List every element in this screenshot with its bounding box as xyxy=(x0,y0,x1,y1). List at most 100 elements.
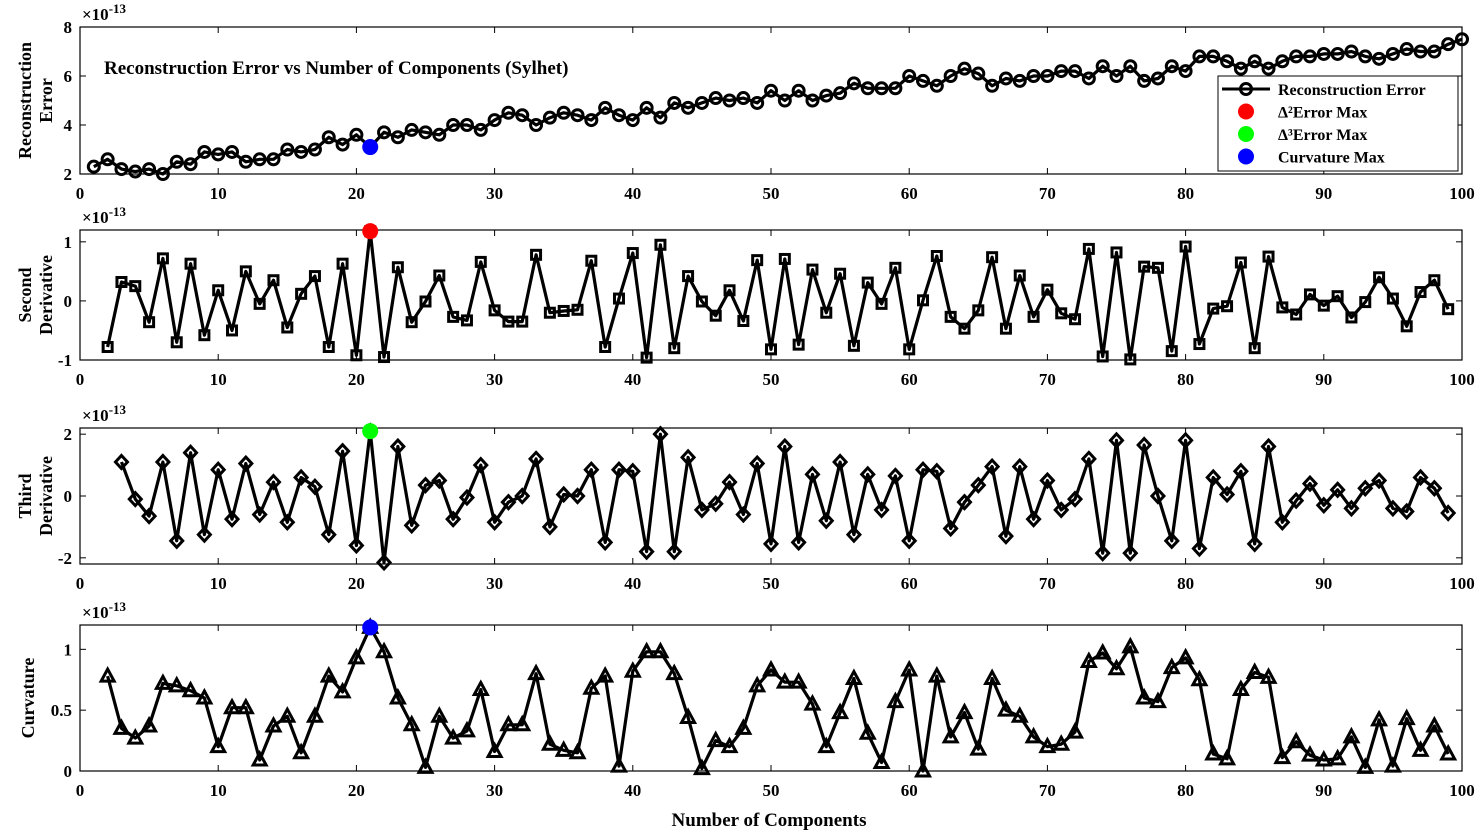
data-point xyxy=(653,110,668,125)
highlight-point xyxy=(362,139,379,156)
data-point xyxy=(901,532,918,550)
data-point xyxy=(735,505,752,524)
data-point xyxy=(1427,44,1442,59)
data-point xyxy=(847,339,860,352)
x-tick-label: 50 xyxy=(763,184,780,203)
data-point xyxy=(872,752,891,769)
data-point xyxy=(1455,32,1469,47)
data-point xyxy=(1081,71,1096,86)
data-point xyxy=(1207,302,1220,315)
data-point xyxy=(237,454,254,473)
data-point xyxy=(1288,491,1305,510)
data-point xyxy=(265,473,282,491)
data-point xyxy=(1054,64,1069,79)
data-point xyxy=(706,730,725,748)
y-axis-label: ThirdDerivative xyxy=(15,456,56,536)
data-point xyxy=(1164,59,1179,74)
x-tick-label: 80 xyxy=(1177,370,1194,389)
data-point xyxy=(1179,240,1192,253)
data-point xyxy=(1301,474,1319,493)
data-point xyxy=(431,471,448,490)
data-point xyxy=(1163,532,1180,550)
panels: 0 10 20 30 40 50 60 70 80 90 1002468×10-13Reconstr… xyxy=(15,1,1475,800)
data-point xyxy=(445,510,462,528)
legend-label: Δ³Error Max xyxy=(1278,127,1367,144)
y-tick-label: 0 xyxy=(64,762,73,781)
data-point xyxy=(238,154,253,169)
data-point xyxy=(831,702,850,720)
data-point xyxy=(1151,261,1164,274)
data-point xyxy=(1122,544,1139,562)
data-point xyxy=(943,69,958,83)
data-point xyxy=(226,324,239,337)
legend-box xyxy=(1217,75,1459,172)
data-point xyxy=(321,130,336,145)
data-point xyxy=(775,672,794,689)
data-point xyxy=(998,71,1013,86)
data-point xyxy=(585,254,598,267)
data-point xyxy=(389,437,406,456)
data-point xyxy=(1373,271,1386,284)
data-point xyxy=(223,697,242,715)
data-point xyxy=(833,86,848,101)
data-point xyxy=(184,257,197,270)
series-line xyxy=(120,429,1450,565)
data-point xyxy=(1041,283,1054,296)
data-point xyxy=(500,493,517,511)
data-point xyxy=(154,453,171,471)
data-point xyxy=(1385,46,1400,61)
x-tick-label: 30 xyxy=(486,184,503,203)
data-point xyxy=(349,127,364,142)
data-point xyxy=(377,125,392,140)
legend-label: Curvature Max xyxy=(1278,150,1385,167)
data-point xyxy=(514,487,531,505)
data-point xyxy=(640,351,653,364)
x-tick-label: 70 xyxy=(1039,184,1056,203)
data-point xyxy=(264,715,283,733)
data-point xyxy=(626,247,639,260)
data-point xyxy=(320,525,337,544)
data-point xyxy=(1275,54,1290,69)
data-point xyxy=(128,164,143,179)
data-point xyxy=(637,641,656,659)
data-point xyxy=(914,760,933,778)
data-point xyxy=(1316,46,1331,61)
data-point xyxy=(1246,535,1263,553)
data-point xyxy=(457,720,476,738)
data-point xyxy=(761,659,781,677)
data-point xyxy=(1290,308,1303,321)
data-point xyxy=(944,310,957,323)
x-tick-label: 20 xyxy=(348,370,365,389)
x-tick-label: 30 xyxy=(486,574,503,593)
data-point xyxy=(1231,679,1250,696)
data-point xyxy=(845,525,862,544)
x-tick-label: 50 xyxy=(763,781,780,800)
y-tick-label: 0.5 xyxy=(51,701,72,720)
data-point xyxy=(430,706,449,723)
x-tick-label: 10 xyxy=(210,370,227,389)
x-tick-label: 10 xyxy=(210,781,227,800)
data-point xyxy=(100,152,115,167)
data-point xyxy=(141,507,158,525)
highlight-point xyxy=(362,619,379,636)
data-point xyxy=(198,329,211,342)
data-point xyxy=(1371,471,1388,490)
data-point xyxy=(776,437,793,456)
data-point xyxy=(599,341,612,353)
data-point xyxy=(1107,658,1126,676)
data-point xyxy=(416,757,435,774)
data-point xyxy=(307,142,322,157)
x-tick-label: 90 xyxy=(1315,574,1332,593)
data-point xyxy=(1192,49,1207,64)
data-point xyxy=(236,697,255,715)
data-point xyxy=(917,294,930,307)
data-point xyxy=(668,342,681,355)
data-point xyxy=(444,728,463,745)
series-line xyxy=(93,37,1463,176)
data-point xyxy=(1397,708,1416,726)
data-point xyxy=(1356,757,1375,774)
data-point xyxy=(861,276,874,289)
data-point xyxy=(1079,651,1098,668)
x-tick-label: 100 xyxy=(1449,370,1475,389)
data-point xyxy=(1234,256,1247,269)
